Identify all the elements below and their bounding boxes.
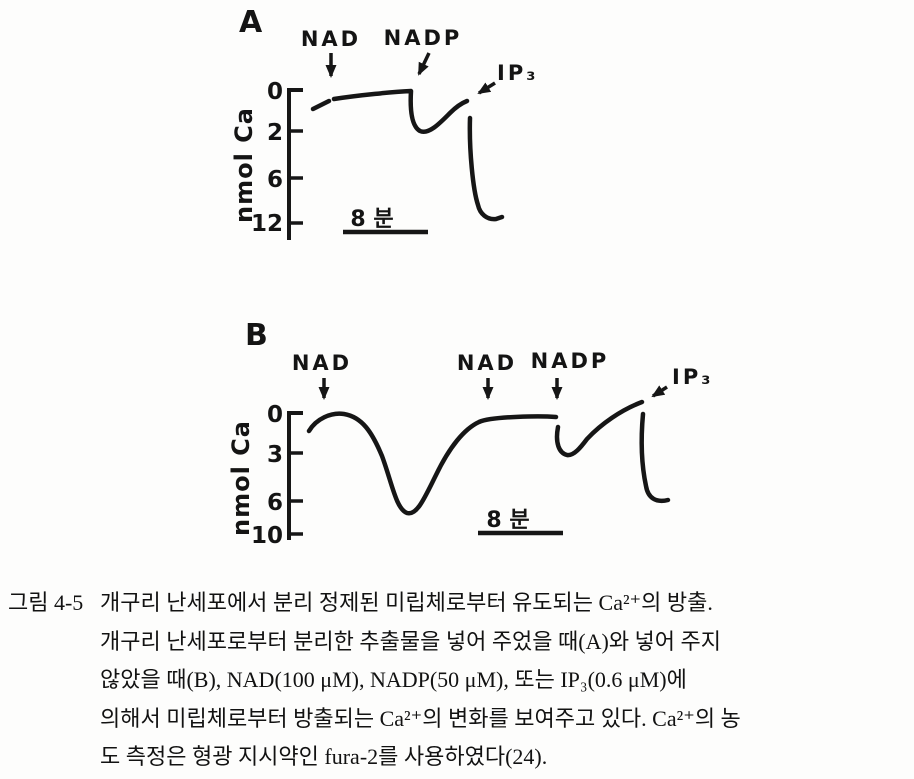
panel-b-ip3-label: IP₃ [672,365,713,389]
panel-b-nadp-label: NADP [531,349,610,373]
panel-b-tick-label-6: 6 [267,490,283,516]
panel-b-nad2-label: NAD [457,351,517,375]
panel-b-ip3-arrow-icon [651,385,668,398]
panel-a-y-axis [287,88,303,240]
panel-b-scale-bar-label: 8 분 [486,508,529,533]
panel-a-trace [331,88,470,134]
figure-caption: 그림 4-5 개구리 난세포에서 분리 정제된 미립체로부터 유도되는 Ca²⁺… [8,584,908,777]
caption-text: 개구리 난세포에서 분리 정제된 미립체로부터 유도되는 Ca²⁺의 방출. 개… [100,584,906,777]
panel-a-tick-label-2: 2 [267,120,283,146]
panel-b-letter: B [245,318,268,353]
panel-a-trace-ip3-drop [467,115,505,222]
panel-b-tick-label-10: 10 [251,523,283,549]
panel-a-nadp-arrow-icon [417,52,431,76]
panel-b-nad1-label: NAD [292,351,352,375]
caption-line-4: 의해서 미립체로부터 방출되는 Ca²⁺의 변화를 보여주고 있다. Ca²⁺의… [100,705,741,731]
panel-a-trace-dash [310,98,332,112]
panel-b-trace [306,411,559,516]
caption-line-5: 도 측정은 형광 지시약인 fura-2를 사용하였다(24). [100,744,548,769]
panel-b-trace-ip3-drop [639,411,671,504]
panel-a-nadp-label: NADP [384,26,463,50]
panel-a-chart: A NAD NADP IP₃ 0 2 6 12 nmol Ca 8 분 [230,5,538,240]
panel-a-tick-label-0: 0 [267,79,283,105]
panel-b-tick-label-3: 3 [267,442,283,468]
figure-number: 그림 4-5 [8,590,84,615]
caption-line-3: 않았을 때(B), NAD(100 μM), NADP(50 μM), 또는 I… [100,667,687,692]
caption-line-1: 개구리 난세포에서 분리 정제된 미립체로부터 유도되는 Ca²⁺의 방출. [100,590,713,615]
caption-line-2: 개구리 난세포로부터 분리한 추출물을 넣어 주었을 때(A)와 넣어 주지 [100,628,722,654]
panel-b-tick-label-0: 0 [267,402,283,428]
panel-b-trace-nadp-dip [554,399,645,458]
panel-a-scale-bar-label: 8 분 [350,207,393,232]
panel-a-ip3-label: IP₃ [497,61,538,85]
panel-b-chart: B NAD NAD NADP IP₃ 0 3 6 10 nmol Ca 8 분 [227,318,713,549]
panel-a-ip3-arrow-icon [477,81,496,95]
panel-a-y-axis-label: nmol Ca [230,107,258,223]
panel-a-tick-label-12: 12 [251,211,283,237]
panel-a-tick-label-6: 6 [267,167,283,193]
panel-b-y-axis-label: nmol Ca [227,420,255,536]
panel-b-y-axis [287,411,303,540]
panel-a-nad-label: NAD [301,27,361,51]
panel-a-letter: A [239,5,263,40]
